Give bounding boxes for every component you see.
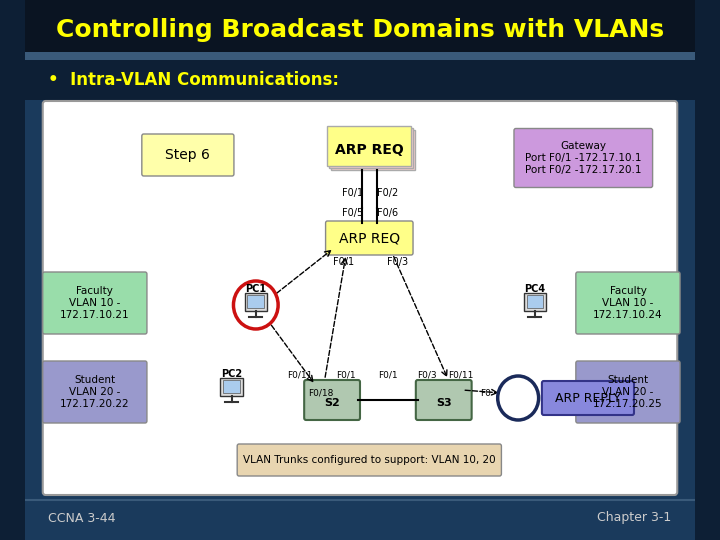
- Text: F0/1: F0/1: [336, 370, 356, 380]
- FancyBboxPatch shape: [237, 444, 501, 476]
- FancyBboxPatch shape: [142, 134, 234, 176]
- FancyBboxPatch shape: [526, 295, 544, 308]
- Text: Chapter 3-1: Chapter 3-1: [598, 511, 672, 524]
- Text: F0/3: F0/3: [417, 370, 437, 380]
- Text: F0/5: F0/5: [342, 208, 363, 218]
- FancyBboxPatch shape: [304, 380, 360, 420]
- Text: Gateway
Port F0/1 -172.17.10.1
Port F0/2 -172.17.20.1: Gateway Port F0/1 -172.17.10.1 Port F0/2…: [525, 141, 642, 174]
- FancyBboxPatch shape: [42, 361, 147, 423]
- Text: ARP REPLY: ARP REPLY: [555, 392, 621, 404]
- Text: PC4: PC4: [524, 284, 546, 294]
- FancyBboxPatch shape: [25, 100, 695, 500]
- Text: Faculty
VLAN 10 -
172.17.10.24: Faculty VLAN 10 - 172.17.10.24: [593, 286, 663, 320]
- Text: ARP REQ: ARP REQ: [335, 143, 404, 157]
- Text: ARP REQ: ARP REQ: [338, 231, 400, 245]
- Text: F0/2: F0/2: [377, 188, 399, 198]
- Text: F0/6: F0/6: [377, 208, 398, 218]
- FancyBboxPatch shape: [248, 295, 264, 308]
- Text: F0/1: F0/1: [378, 370, 397, 380]
- FancyBboxPatch shape: [576, 361, 680, 423]
- FancyBboxPatch shape: [328, 126, 411, 166]
- FancyBboxPatch shape: [416, 380, 472, 420]
- FancyBboxPatch shape: [220, 378, 243, 396]
- FancyBboxPatch shape: [42, 101, 678, 495]
- Text: F0: F0: [480, 388, 491, 397]
- FancyBboxPatch shape: [25, 60, 695, 100]
- FancyBboxPatch shape: [245, 293, 267, 311]
- Text: Controlling Broadcast Domains with VLANs: Controlling Broadcast Domains with VLANs: [56, 18, 664, 42]
- FancyBboxPatch shape: [331, 130, 415, 170]
- Text: Student
VLAN 20 -
172.17.20.25: Student VLAN 20 - 172.17.20.25: [593, 375, 663, 409]
- Text: VLAN Trunks configured to support: VLAN 10, 20: VLAN Trunks configured to support: VLAN …: [243, 455, 495, 465]
- FancyBboxPatch shape: [223, 380, 240, 393]
- FancyBboxPatch shape: [329, 128, 413, 168]
- FancyBboxPatch shape: [523, 293, 546, 311]
- FancyBboxPatch shape: [576, 272, 680, 334]
- FancyBboxPatch shape: [42, 272, 147, 334]
- Text: F0/1: F0/1: [333, 257, 354, 267]
- Text: S2: S2: [324, 398, 340, 408]
- FancyBboxPatch shape: [25, 500, 695, 540]
- Text: CCNA 3-44: CCNA 3-44: [48, 511, 116, 524]
- Text: •  Intra-VLAN Communications:: • Intra-VLAN Communications:: [48, 71, 339, 89]
- Text: F0/11: F0/11: [448, 370, 473, 380]
- Text: F0/1: F0/1: [342, 188, 363, 198]
- FancyBboxPatch shape: [25, 52, 695, 60]
- FancyBboxPatch shape: [25, 0, 695, 55]
- Text: F0/3: F0/3: [387, 257, 408, 267]
- FancyBboxPatch shape: [542, 381, 634, 415]
- Text: Step 6: Step 6: [166, 148, 210, 162]
- Text: Student
VLAN 20 -
172.17.20.22: Student VLAN 20 - 172.17.20.22: [60, 375, 130, 409]
- Text: PC1: PC1: [246, 284, 266, 294]
- Text: F0/11: F0/11: [287, 370, 312, 380]
- Text: PC2: PC2: [221, 369, 242, 379]
- Text: F0/18: F0/18: [308, 388, 333, 397]
- FancyBboxPatch shape: [514, 129, 652, 187]
- FancyBboxPatch shape: [325, 221, 413, 255]
- Text: S3: S3: [436, 398, 451, 408]
- Text: Faculty
VLAN 10 -
172.17.10.21: Faculty VLAN 10 - 172.17.10.21: [60, 286, 130, 320]
